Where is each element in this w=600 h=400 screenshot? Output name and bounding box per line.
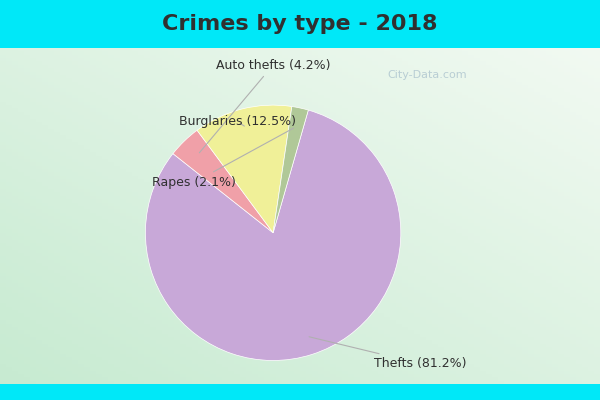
Wedge shape [173,130,273,233]
Text: Burglaries (12.5%): Burglaries (12.5%) [179,116,296,128]
Text: Thefts (81.2%): Thefts (81.2%) [309,337,466,370]
Wedge shape [197,105,292,233]
Text: Crimes by type - 2018: Crimes by type - 2018 [162,14,438,34]
Text: City-Data.com: City-Data.com [388,70,467,80]
Text: Auto thefts (4.2%): Auto thefts (4.2%) [199,58,331,153]
Wedge shape [145,110,401,360]
Wedge shape [273,106,308,233]
Text: Rapes (2.1%): Rapes (2.1%) [152,128,293,189]
